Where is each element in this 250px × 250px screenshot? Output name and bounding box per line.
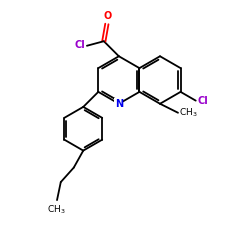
Text: Cl: Cl	[198, 96, 208, 106]
Text: O: O	[103, 11, 112, 21]
Text: CH$_3$: CH$_3$	[179, 106, 198, 119]
Text: CH$_3$: CH$_3$	[47, 203, 66, 216]
Text: N: N	[115, 99, 123, 109]
Text: Cl: Cl	[74, 40, 85, 50]
